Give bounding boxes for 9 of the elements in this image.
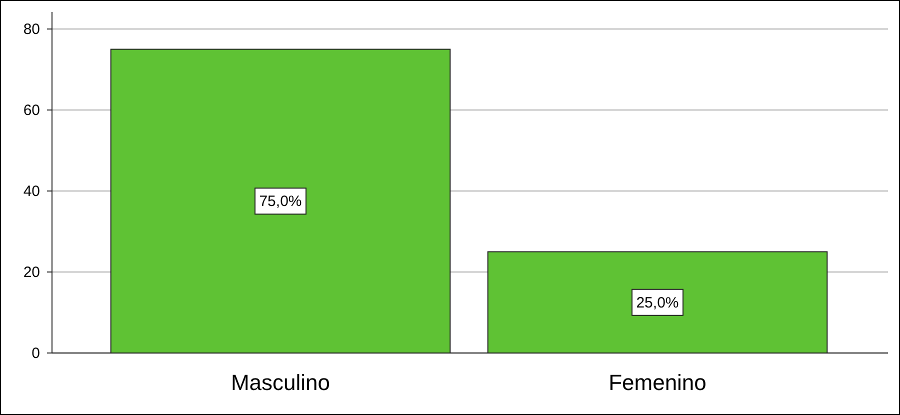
y-tick-label: 0: [32, 345, 40, 362]
y-tick-label: 20: [23, 264, 40, 281]
y-tick-label: 60: [23, 102, 40, 120]
x-tick-label: Masculino: [230, 370, 330, 395]
y-tick-label: 40: [23, 183, 40, 200]
data-label: 25,0%: [636, 294, 679, 312]
data-label: 75,0%: [259, 193, 302, 210]
y-tick-label: 80: [23, 21, 40, 38]
x-tick-label: Femenino: [608, 370, 706, 395]
